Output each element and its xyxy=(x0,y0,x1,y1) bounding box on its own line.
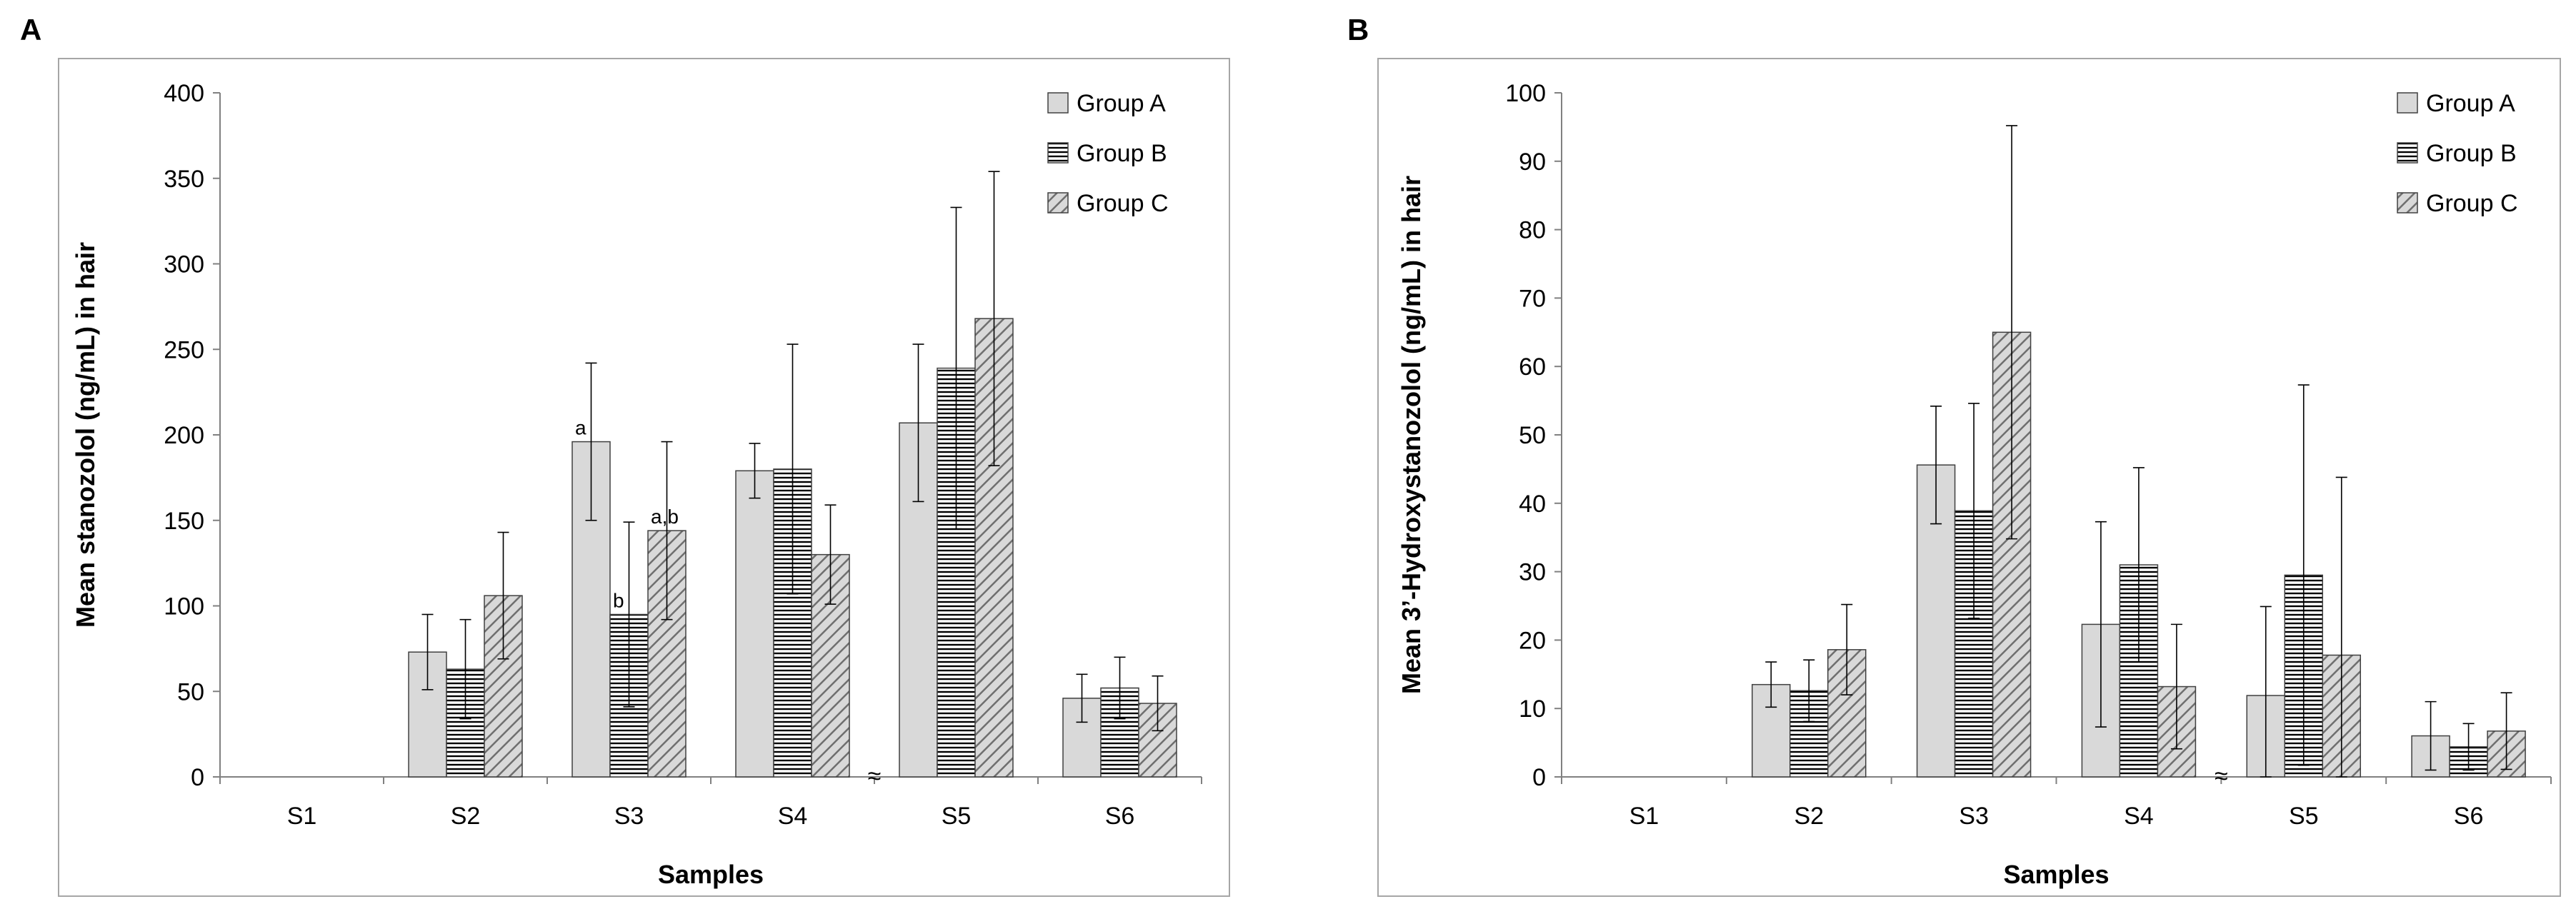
bar xyxy=(735,470,774,778)
y-tick-label: 30 xyxy=(1519,559,1546,586)
y-tick-label: 100 xyxy=(164,593,204,621)
axis-break-symbol: ≈ xyxy=(2215,763,2228,790)
x-tick-label: S6 xyxy=(1105,803,1135,830)
x-tick-label: S2 xyxy=(451,803,481,830)
legend-label: Group A xyxy=(1077,90,1166,117)
y-tick-label: 250 xyxy=(164,336,204,363)
legend-swatch xyxy=(1047,92,1069,114)
y-tick-label: 70 xyxy=(1519,285,1546,312)
y-tick-label: 20 xyxy=(1519,627,1546,654)
y-tick-label: 100 xyxy=(1505,80,1546,107)
y-tick-label: 400 xyxy=(164,80,204,107)
y-tick-label: 0 xyxy=(191,764,204,791)
x-tick-label: S3 xyxy=(1959,803,1989,830)
chart-panel-a: A 0 50 100 150 200 250 300 350 400 S1 S2 S3 S4 S5 S6 a b a… xyxy=(20,13,1230,897)
y-tick-label: 80 xyxy=(1519,217,1546,244)
x-tick-label: S5 xyxy=(2289,803,2319,830)
panel-frame xyxy=(58,58,1230,897)
y-axis-title: Mean 3’-Hydroxystanozolol (ng/mL) in hai… xyxy=(1397,176,1426,694)
panel-letter: B xyxy=(1347,13,1369,46)
x-tick-label: S1 xyxy=(287,803,317,830)
significance-label: a,b xyxy=(651,506,679,528)
y-tick-label: 0 xyxy=(1532,764,1546,791)
legend-swatch xyxy=(2397,142,2418,164)
x-tick-label: S5 xyxy=(942,803,972,830)
legend-label: Group B xyxy=(1077,140,1167,167)
y-tick-label: 300 xyxy=(164,251,204,278)
x-tick-label: S1 xyxy=(1629,803,1659,830)
significance-label: b xyxy=(613,589,624,611)
panel-letter: A xyxy=(20,13,41,46)
y-tick-label: 350 xyxy=(164,166,204,193)
y-tick-label: 90 xyxy=(1519,149,1546,176)
y-axis-title: Mean stanozolol (ng/mL) in hair xyxy=(71,242,100,628)
bar xyxy=(1752,683,1791,778)
legend-label: Group C xyxy=(1077,190,1169,217)
y-tick-label: 60 xyxy=(1519,353,1546,381)
legend-swatch xyxy=(2397,192,2418,214)
legend-label: Group B xyxy=(2426,140,2517,167)
panel-frame xyxy=(1377,58,2561,897)
x-tick-label: S2 xyxy=(1794,803,1824,830)
legend-label: Group A xyxy=(2426,90,2515,117)
y-tick-label: 50 xyxy=(1519,422,1546,449)
legend-swatch xyxy=(1047,142,1069,164)
legend-swatch xyxy=(1047,192,1069,214)
significance-label: a xyxy=(575,417,586,439)
chart-panel-b: B 0 10 20 30 40 50 60 70 80 90 100 S1 S2 S3 S4 S5 S6 ≈ Samp… xyxy=(1347,13,2561,897)
y-tick-label: 10 xyxy=(1519,695,1546,723)
x-tick-label: S4 xyxy=(2124,803,2154,830)
x-axis-title: Samples xyxy=(658,860,764,889)
x-tick-label: S4 xyxy=(778,803,808,830)
legend-swatch xyxy=(2397,92,2418,114)
y-tick-label: 50 xyxy=(177,678,204,705)
y-tick-label: 40 xyxy=(1519,491,1546,518)
x-tick-label: S6 xyxy=(2454,803,2484,830)
x-tick-label: S3 xyxy=(614,803,644,830)
legend-label: Group C xyxy=(2426,190,2518,217)
axis-break-symbol: ≈ xyxy=(868,763,882,790)
x-axis-title: Samples xyxy=(2003,860,2109,889)
y-tick-label: 150 xyxy=(164,508,204,535)
y-tick-label: 200 xyxy=(164,422,204,449)
